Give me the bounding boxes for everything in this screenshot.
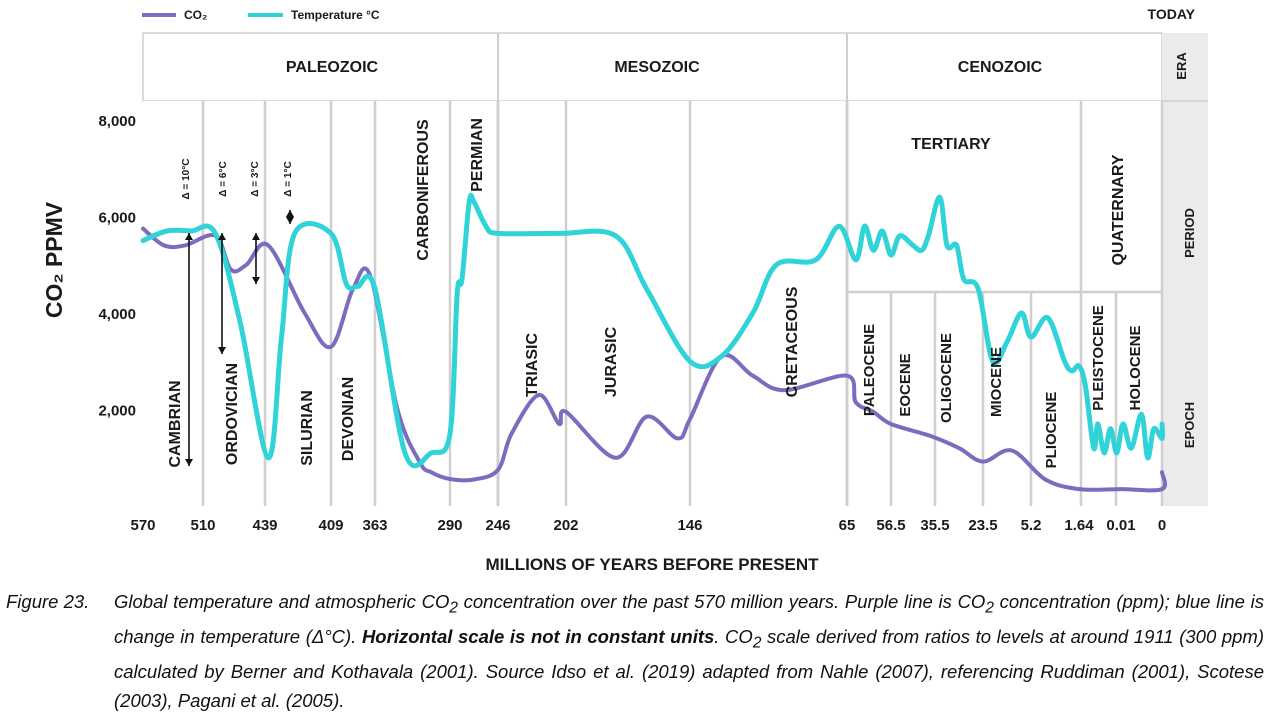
x-tick-label: 0.01 <box>1106 517 1135 534</box>
row-label-column <box>1162 33 1208 506</box>
period-cretaceous: CRETACEOUS <box>784 286 801 397</box>
x-tick-label: 409 <box>318 517 343 534</box>
epoch-holocene: HOLOCENE <box>1127 325 1144 410</box>
arrow-head <box>218 347 226 354</box>
period-triasic: TRIASIC <box>524 333 541 397</box>
delta-arrows <box>185 210 294 466</box>
period-dividers <box>201 101 1164 506</box>
row-label-epoch: EPOCH <box>1182 402 1197 448</box>
row-label-era: ERA <box>1174 52 1189 80</box>
y-tick-label: 6,000 <box>98 210 136 227</box>
annotation-delta-1: Δ = 1°C <box>283 161 294 196</box>
x-tick-label: 363 <box>362 517 387 534</box>
temperature-line <box>140 192 1166 469</box>
x-tick-label: 570 <box>130 517 155 534</box>
x-tick-label: 246 <box>485 517 510 534</box>
legend-co2-label: CO₂ <box>184 8 207 22</box>
period-quaternary: QUATERNARY <box>1110 154 1127 265</box>
caption-bold-note: Horizontal scale is not in constant unit… <box>361 626 715 648</box>
period-permian: PERMIAN <box>469 118 486 192</box>
arrow-head <box>252 277 260 284</box>
epoch-miocene: MIOCENE <box>988 347 1005 417</box>
x-tick-label: 0 <box>1158 517 1166 534</box>
x-tick-label: 439 <box>252 517 277 534</box>
row-label-period: PERIOD <box>1182 208 1197 258</box>
x-tick-label: 1.64 <box>1064 517 1094 534</box>
x-axis-label: MILLIONS OF YEARS BEFORE PRESENT <box>485 555 819 574</box>
period-silurian: SILURIAN <box>299 390 316 466</box>
x-tick-label: 510 <box>190 517 215 534</box>
caption-label: Figure 23. <box>6 591 90 612</box>
x-tick-label: 65 <box>839 517 856 534</box>
period-devonian: DEVONIAN <box>340 377 357 461</box>
arrow-head <box>252 233 260 240</box>
epoch-pleistocene: PLEISTOCENE <box>1090 305 1107 411</box>
x-tick-label: 35.5 <box>920 517 949 534</box>
arrow-head <box>185 233 193 240</box>
x-tick-label: 56.5 <box>876 517 905 534</box>
y-tick-label: 4,000 <box>98 306 136 323</box>
caption-body: Global temperature and atmospheric CO2 c… <box>114 591 1264 711</box>
x-ticks: 570 510 439 409 363 290 246 202 146 65 56.5 35.5 23.… <box>130 517 1166 534</box>
x-tick-label: 5.2 <box>1021 517 1042 534</box>
period-cambrian: CAMBRIAN <box>167 380 184 467</box>
y-tick-label: 2,000 <box>98 403 136 420</box>
period-ordovician: ORDOVICIAN <box>224 363 241 465</box>
curves <box>140 192 1167 493</box>
era-cenozoic: CENOZOIC <box>958 59 1043 76</box>
annotation-delta-3: Δ = 3°C <box>250 161 261 196</box>
y-axis-label: CO₂ PPMV <box>41 201 67 318</box>
epoch-oligocene: OLIGOCENE <box>938 333 955 423</box>
y-tick-label: 8,000 <box>98 113 136 130</box>
x-tick-label: 146 <box>677 517 702 534</box>
epoch-eocene: EOCENE <box>897 353 914 416</box>
today-label: TODAY <box>1148 6 1196 22</box>
period-jurasic: JURASIC <box>603 326 620 397</box>
x-tick-label: 23.5 <box>968 517 997 534</box>
epoch-pliocene: PLIOCENE <box>1043 392 1060 469</box>
period-carboniferous: CARBONIFEROUS <box>415 119 432 261</box>
era-row <box>142 32 1163 102</box>
era-mesozoic: MESOZOIC <box>614 59 700 76</box>
chart: CO₂ Temperature °C TODAY PALEOZOIC MESOZ… <box>41 6 1208 574</box>
annotation-delta-6: Δ = 6°C <box>218 161 229 196</box>
epoch-paleocene: PALEOCENE <box>861 324 878 416</box>
era-paleozoic: PALEOZOIC <box>286 59 379 76</box>
co2-line <box>141 226 1167 493</box>
arrow-head <box>286 217 294 224</box>
arrow-head <box>218 233 226 240</box>
legend-temp-label: Temperature °C <box>291 8 380 22</box>
x-tick-label: 202 <box>553 517 578 534</box>
period-tertiary: TERTIARY <box>911 136 991 153</box>
arrow-head <box>286 210 294 217</box>
x-tick-label: 290 <box>437 517 462 534</box>
arrow-head <box>185 459 193 466</box>
annotation-delta-10: Δ = 10°C <box>181 159 192 200</box>
y-ticks: 8,000 6,000 4,000 2,000 <box>98 113 136 420</box>
